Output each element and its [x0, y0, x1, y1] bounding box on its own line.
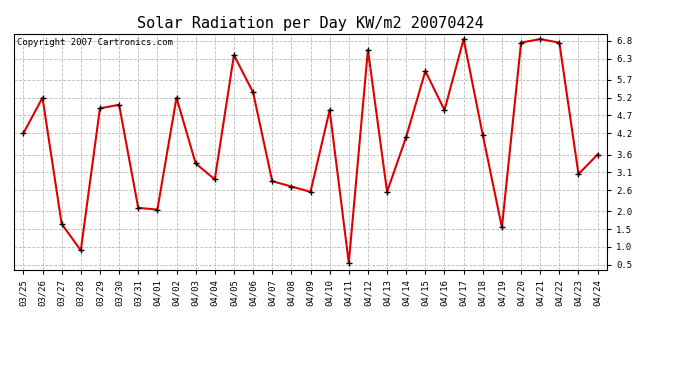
Title: Solar Radiation per Day KW/m2 20070424: Solar Radiation per Day KW/m2 20070424	[137, 16, 484, 31]
Text: Copyright 2007 Cartronics.com: Copyright 2007 Cartronics.com	[17, 39, 172, 48]
